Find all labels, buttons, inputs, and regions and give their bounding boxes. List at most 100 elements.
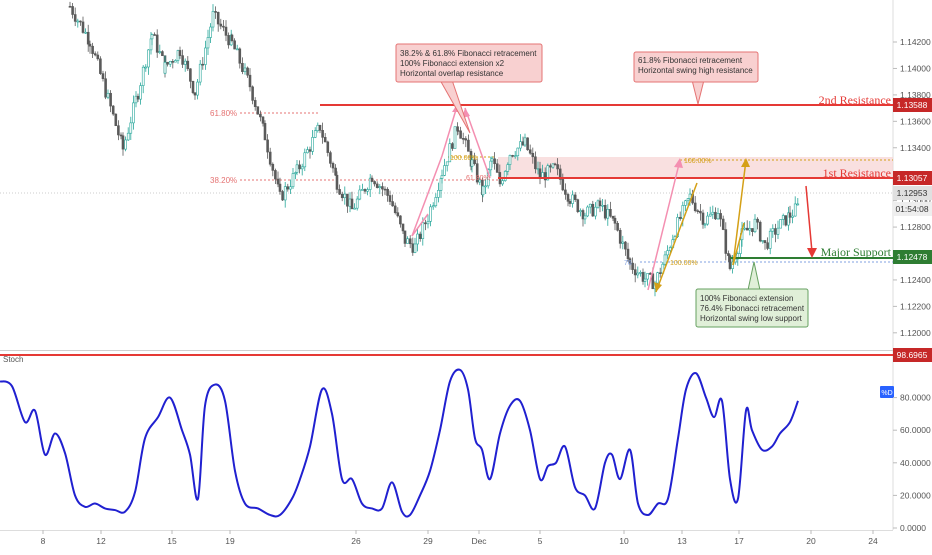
candle xyxy=(166,61,169,67)
candle xyxy=(201,57,205,70)
callout-right-line-2: Horizontal swing high resistance xyxy=(638,66,753,75)
candle xyxy=(79,20,82,26)
candle xyxy=(311,130,314,155)
tag-stoch-level: 98.6965 xyxy=(893,348,932,362)
candle xyxy=(711,205,715,219)
candle xyxy=(111,104,115,116)
candle xyxy=(68,1,72,8)
candle xyxy=(211,4,215,32)
time-tick-label: 20 xyxy=(806,536,816,546)
candle xyxy=(728,253,732,271)
candlestick-series xyxy=(68,1,800,297)
candle xyxy=(443,158,446,177)
candle xyxy=(84,28,87,34)
fib-38-label: 38.20% xyxy=(210,176,237,185)
candle xyxy=(636,266,640,279)
candle xyxy=(300,163,304,176)
candle xyxy=(748,221,752,236)
candle xyxy=(719,209,722,227)
candle xyxy=(183,58,187,72)
candle xyxy=(76,18,80,28)
candle xyxy=(434,193,438,208)
candle xyxy=(224,20,228,42)
candle xyxy=(534,151,537,174)
callout-middle-line-1: 38.2% & 61.8% Fibonacci retracement xyxy=(400,49,537,58)
candle xyxy=(101,70,105,82)
candle xyxy=(155,29,159,58)
candle xyxy=(511,154,514,158)
callout-right: 61.8% Fibonacci retracement Horizontal s… xyxy=(633,51,759,105)
candle xyxy=(616,220,619,232)
candle xyxy=(214,6,217,19)
candle xyxy=(448,138,452,163)
candle xyxy=(313,127,317,139)
candle xyxy=(340,191,344,202)
stoch-title: Stoch xyxy=(3,355,23,364)
candle xyxy=(153,32,156,36)
candle xyxy=(526,137,529,151)
callout-support-line-1: 100% Fibonacci extension xyxy=(700,294,793,303)
candle xyxy=(708,206,712,217)
candle xyxy=(768,228,772,255)
candle xyxy=(603,199,607,221)
candle xyxy=(413,237,417,254)
candle xyxy=(303,148,307,172)
candle xyxy=(618,227,622,249)
candle xyxy=(134,91,138,108)
candle xyxy=(363,188,367,194)
candle xyxy=(238,47,242,69)
callout-support: 100% Fibonacci extension 76.4% Fibonacci… xyxy=(695,261,809,328)
candle xyxy=(503,170,507,182)
candle xyxy=(335,171,339,194)
stoch-tick-label: 80.0000 xyxy=(900,393,931,403)
candle xyxy=(753,214,757,234)
candle xyxy=(256,106,260,115)
candle xyxy=(484,179,487,194)
candle xyxy=(139,82,142,105)
candle xyxy=(383,186,387,196)
candle xyxy=(506,162,510,176)
time-tick-label: 15 xyxy=(167,536,177,546)
candle xyxy=(646,273,649,286)
stoch-d-badge: %D xyxy=(880,386,894,398)
candle xyxy=(263,120,267,141)
candle xyxy=(699,204,702,221)
candle xyxy=(358,185,362,201)
stoch-axis[interactable]: 80.0000 60.0000 40.0000 20.0000 0.0000 xyxy=(893,393,931,533)
candle xyxy=(343,186,347,205)
candle xyxy=(114,113,118,127)
candle xyxy=(196,79,199,100)
candle xyxy=(86,24,90,52)
candle xyxy=(178,46,182,59)
candle xyxy=(366,187,369,196)
candle xyxy=(656,271,659,286)
tag-second-resistance: 1.13588 xyxy=(893,98,932,112)
candle xyxy=(323,133,327,143)
candle xyxy=(144,64,148,72)
time-axis[interactable]: 8 12 15 19 26 29 Dec 5 10 13 17 20 24 xyxy=(41,530,878,546)
candle xyxy=(643,271,647,288)
candle xyxy=(576,198,580,214)
candle xyxy=(191,80,195,95)
candle xyxy=(388,190,392,205)
tag-major-support: 1.12478 xyxy=(893,250,932,264)
candle xyxy=(291,167,295,189)
candle xyxy=(171,58,175,69)
countdown-text: 01:54:08 xyxy=(895,204,928,214)
candle xyxy=(295,160,299,176)
time-tick-label: 5 xyxy=(538,536,543,546)
candle xyxy=(399,215,402,228)
time-tick-label: Dec xyxy=(471,536,487,546)
candle xyxy=(451,142,454,151)
candle xyxy=(784,215,788,227)
second-resistance-label: 2nd Resistance xyxy=(819,93,891,107)
candle xyxy=(631,257,634,274)
candle xyxy=(329,150,332,168)
candle xyxy=(227,32,230,49)
candle xyxy=(308,146,312,159)
candle xyxy=(751,228,754,237)
candle xyxy=(361,183,364,191)
candle xyxy=(586,205,589,218)
